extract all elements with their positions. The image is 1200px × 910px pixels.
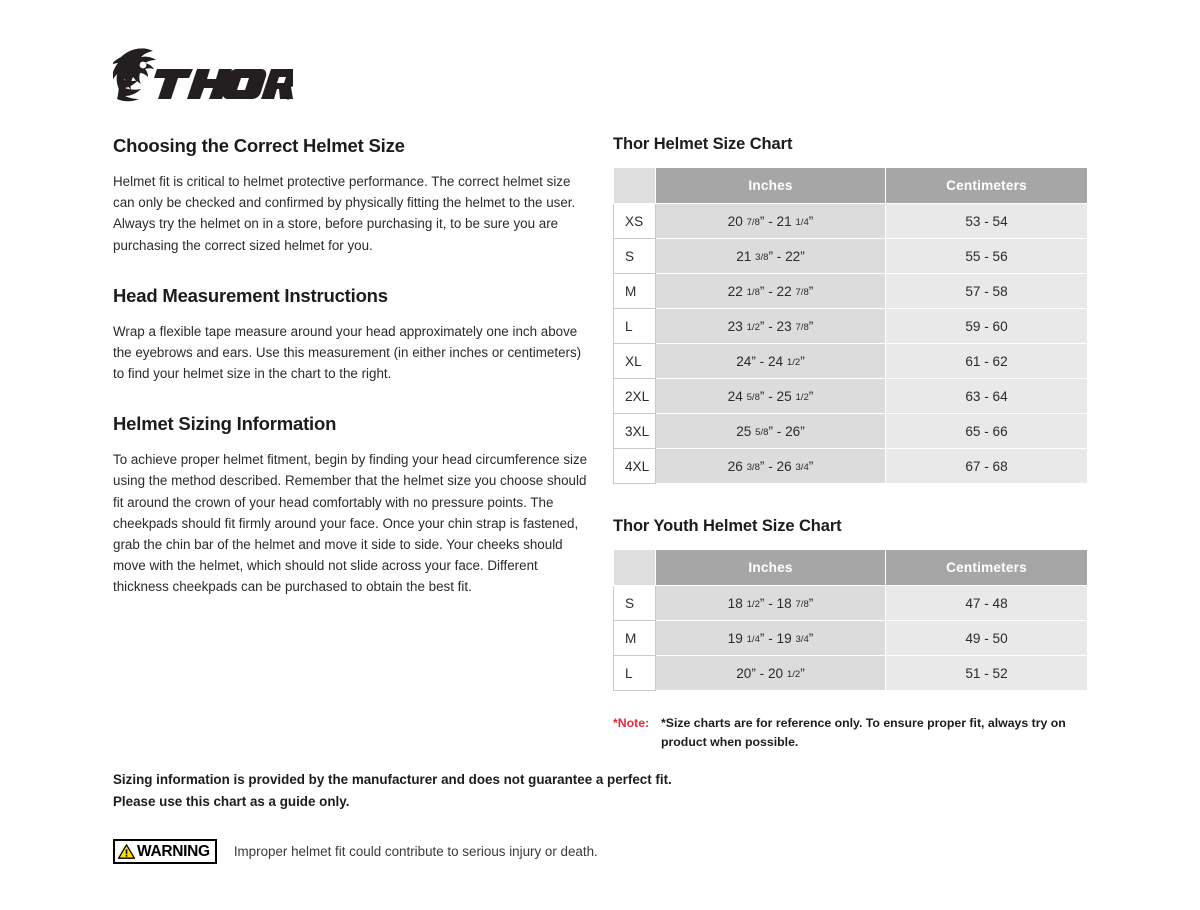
table-row: S 18 1/2” - 18 7/8” 47 - 48 [613, 585, 1088, 621]
cell-inches: 24” - 24 1/2” [655, 343, 886, 379]
warning-triangle-icon [118, 844, 135, 859]
adult-size-table: Inches Centimeters XS 20 7/8” - 21 1/4” 53… [613, 167, 1088, 484]
warning-badge: WARNING [113, 839, 217, 864]
table-row: 3XL 25 5/8” - 26” 65 - 66 [613, 413, 1088, 449]
thor-logo-icon [113, 48, 293, 102]
cell-centimeters: 67 - 68 [885, 448, 1088, 484]
youth-size-table: Inches Centimeters S 18 1/2” - 18 7/8” 47 … [613, 549, 1088, 691]
table-row: 4XL 26 3/8” - 26 3/4” 67 - 68 [613, 448, 1088, 484]
youth-table-body: S 18 1/2” - 18 7/8” 47 - 48 M 19 1/4” - 19 3… [613, 585, 1088, 691]
section-body-head-measurement: Wrap a flexible tape measure around your… [113, 323, 582, 382]
column-header-centimeters: Centimeters [885, 549, 1088, 586]
table-header-row: Inches Centimeters [613, 167, 1088, 204]
disclaimer: Sizing information is provided by the ma… [113, 769, 813, 812]
table-row: M 22 1/8” - 22 7/8” 57 - 58 [613, 273, 1088, 309]
cell-inches: 22 1/8” - 22 7/8” [655, 273, 886, 309]
cell-size: XS [613, 203, 656, 239]
adult-table-body: XS 20 7/8” - 21 1/4” 53 - 54 S 21 3/8” - 22”… [613, 203, 1088, 484]
table-row: L 20” - 20 1/2” 51 - 52 [613, 655, 1088, 691]
cell-inches: 21 3/8” - 22” [655, 238, 886, 274]
cell-inches: 18 1/2” - 18 7/8” [655, 585, 886, 621]
table-corner-cell [613, 167, 656, 204]
thor-logo [113, 44, 293, 104]
cell-inches: 20” - 20 1/2” [655, 655, 886, 691]
cell-size: 4XL [613, 448, 656, 484]
cell-centimeters: 63 - 64 [885, 378, 1088, 414]
note-text: *Size charts are for reference only. To … [661, 716, 1066, 750]
cell-centimeters: 47 - 48 [885, 585, 1088, 621]
table-row: L 23 1/2” - 23 7/8” 59 - 60 [613, 308, 1088, 344]
warning-row: WARNING Improper helmet fit could contri… [113, 839, 598, 864]
warning-label: WARNING [137, 842, 210, 860]
cell-inches: 19 1/4” - 19 3/4” [655, 620, 886, 656]
cell-centimeters: 51 - 52 [885, 655, 1088, 691]
table-row: S 21 3/8” - 22” 55 - 56 [613, 238, 1088, 274]
warning-text: Improper helmet fit could contribute to … [233, 844, 598, 859]
table-row: XL 24” - 24 1/2” 61 - 62 [613, 343, 1088, 379]
column-header-centimeters: Centimeters [885, 167, 1088, 204]
cell-inches: 24 5/8” - 25 1/2” [655, 378, 886, 414]
cell-size: S [613, 585, 656, 621]
cell-inches: 23 1/2” - 23 7/8” [655, 308, 886, 344]
cell-centimeters: 57 - 58 [885, 273, 1088, 309]
note-row: *Note: *Size charts are for reference on… [613, 714, 1087, 752]
section-heading-head-measurement: Head Measurement Instructions [113, 284, 388, 306]
cell-centimeters: 61 - 62 [885, 343, 1088, 379]
cell-size: 2XL [613, 378, 656, 414]
left-column: Choosing the Correct Helmet Size Helmet … [113, 135, 591, 597]
column-header-inches: Inches [655, 167, 886, 204]
cell-size: S [613, 238, 656, 274]
disclaimer-line-1: Sizing information is provided by the ma… [113, 772, 672, 787]
cell-centimeters: 55 - 56 [885, 238, 1088, 274]
cell-size: L [613, 308, 656, 344]
table-header-row: Inches Centimeters [613, 549, 1088, 586]
cell-inches: 26 3/8” - 26 3/4” [655, 448, 886, 484]
section-heading-helmet-sizing: Helmet Sizing Information [113, 413, 337, 435]
section-body-helmet-sizing: To achieve proper helmet fitment, begin … [113, 452, 588, 595]
adult-chart-title: Thor Helmet Size Chart [613, 135, 793, 153]
cell-inches: 20 7/8” - 21 1/4” [655, 203, 886, 239]
cell-size: 3XL [613, 413, 656, 449]
disclaimer-line-2: Please use this chart as a guide only. [113, 793, 350, 809]
column-header-inches: Inches [655, 549, 886, 586]
cell-size: L [613, 655, 656, 691]
youth-chart-title: Thor Youth Helmet Size Chart [613, 517, 842, 535]
cell-inches: 25 5/8” - 26” [655, 413, 886, 449]
table-row: XS 20 7/8” - 21 1/4” 53 - 54 [613, 203, 1088, 239]
right-column: Thor Helmet Size Chart Inches Centimeter… [613, 135, 1088, 752]
cell-centimeters: 65 - 66 [885, 413, 1088, 449]
cell-size: M [613, 273, 656, 309]
cell-size: XL [613, 343, 656, 379]
cell-centimeters: 49 - 50 [885, 620, 1088, 656]
cell-centimeters: 53 - 54 [885, 203, 1088, 239]
cell-centimeters: 59 - 60 [885, 308, 1088, 344]
table-row: 2XL 24 5/8” - 25 1/2” 63 - 64 [613, 378, 1088, 414]
note-label: *Note: [613, 716, 650, 730]
section-body-choosing-size: Helmet fit is critical to helmet protect… [113, 174, 576, 253]
section-heading-choosing-size: Choosing the Correct Helmet Size [113, 135, 405, 156]
cell-size: M [613, 620, 656, 656]
table-corner-cell [613, 549, 656, 586]
table-row: M 19 1/4” - 19 3/4” 49 - 50 [613, 620, 1088, 656]
